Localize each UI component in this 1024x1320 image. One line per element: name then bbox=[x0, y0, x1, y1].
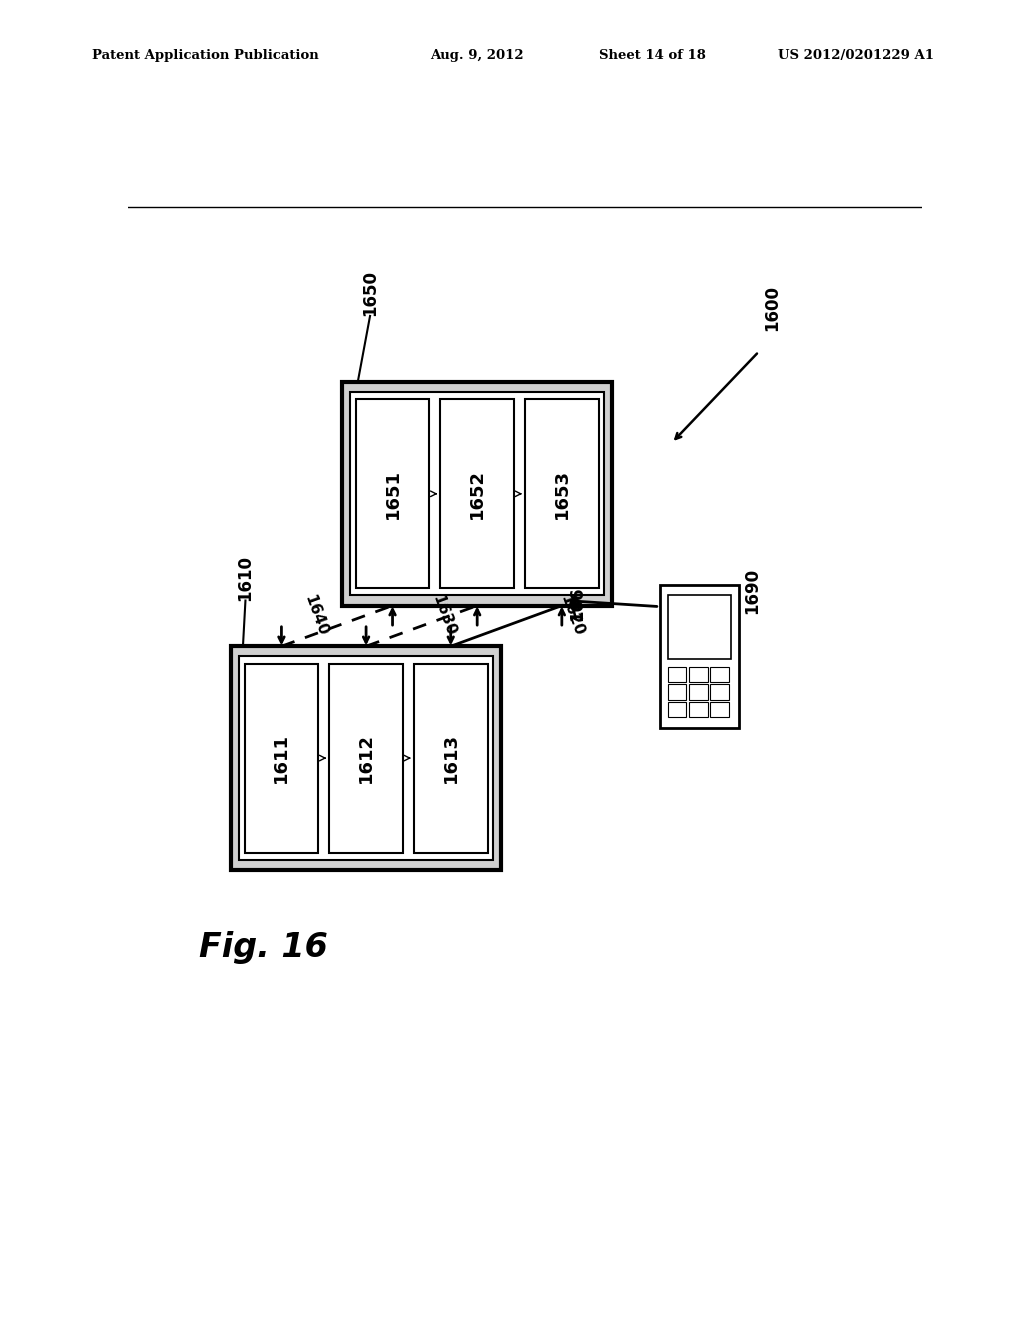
Bar bbox=[240, 656, 494, 859]
Text: 1660: 1660 bbox=[568, 576, 587, 620]
Bar bbox=[350, 392, 604, 595]
Bar bbox=[668, 667, 686, 682]
Bar bbox=[710, 702, 729, 718]
Bar bbox=[710, 684, 729, 700]
Bar bbox=[330, 664, 402, 853]
Text: Sheet 14 of 18: Sheet 14 of 18 bbox=[599, 49, 706, 62]
Bar bbox=[525, 399, 599, 589]
Text: 1651: 1651 bbox=[384, 469, 401, 519]
Text: 1690: 1690 bbox=[743, 568, 761, 614]
Text: US 2012/0201229 A1: US 2012/0201229 A1 bbox=[778, 49, 934, 62]
Bar bbox=[668, 684, 686, 700]
Text: Fig. 16: Fig. 16 bbox=[200, 931, 329, 964]
Text: 1640: 1640 bbox=[301, 593, 330, 639]
Bar bbox=[414, 664, 487, 853]
Bar bbox=[342, 381, 612, 606]
Bar bbox=[689, 667, 708, 682]
Text: 1653: 1653 bbox=[553, 469, 570, 519]
Bar bbox=[710, 667, 729, 682]
Bar bbox=[355, 399, 429, 589]
Bar bbox=[689, 702, 708, 718]
Text: 1650: 1650 bbox=[361, 271, 379, 315]
Text: 1612: 1612 bbox=[357, 733, 375, 783]
Bar bbox=[440, 399, 514, 589]
Text: 1613: 1613 bbox=[441, 733, 460, 783]
Text: 1610: 1610 bbox=[237, 554, 254, 601]
Bar bbox=[668, 702, 686, 718]
Text: Aug. 9, 2012: Aug. 9, 2012 bbox=[430, 49, 523, 62]
Text: 1620: 1620 bbox=[558, 593, 587, 639]
Text: 1600: 1600 bbox=[763, 285, 781, 331]
Text: 1611: 1611 bbox=[272, 733, 291, 783]
Text: 1630: 1630 bbox=[430, 593, 458, 639]
Text: 1652: 1652 bbox=[468, 469, 486, 519]
Bar bbox=[659, 585, 739, 727]
Bar bbox=[245, 664, 318, 853]
Text: Patent Application Publication: Patent Application Publication bbox=[92, 49, 318, 62]
Bar bbox=[689, 684, 708, 700]
Bar bbox=[668, 595, 731, 660]
Bar bbox=[231, 647, 501, 870]
